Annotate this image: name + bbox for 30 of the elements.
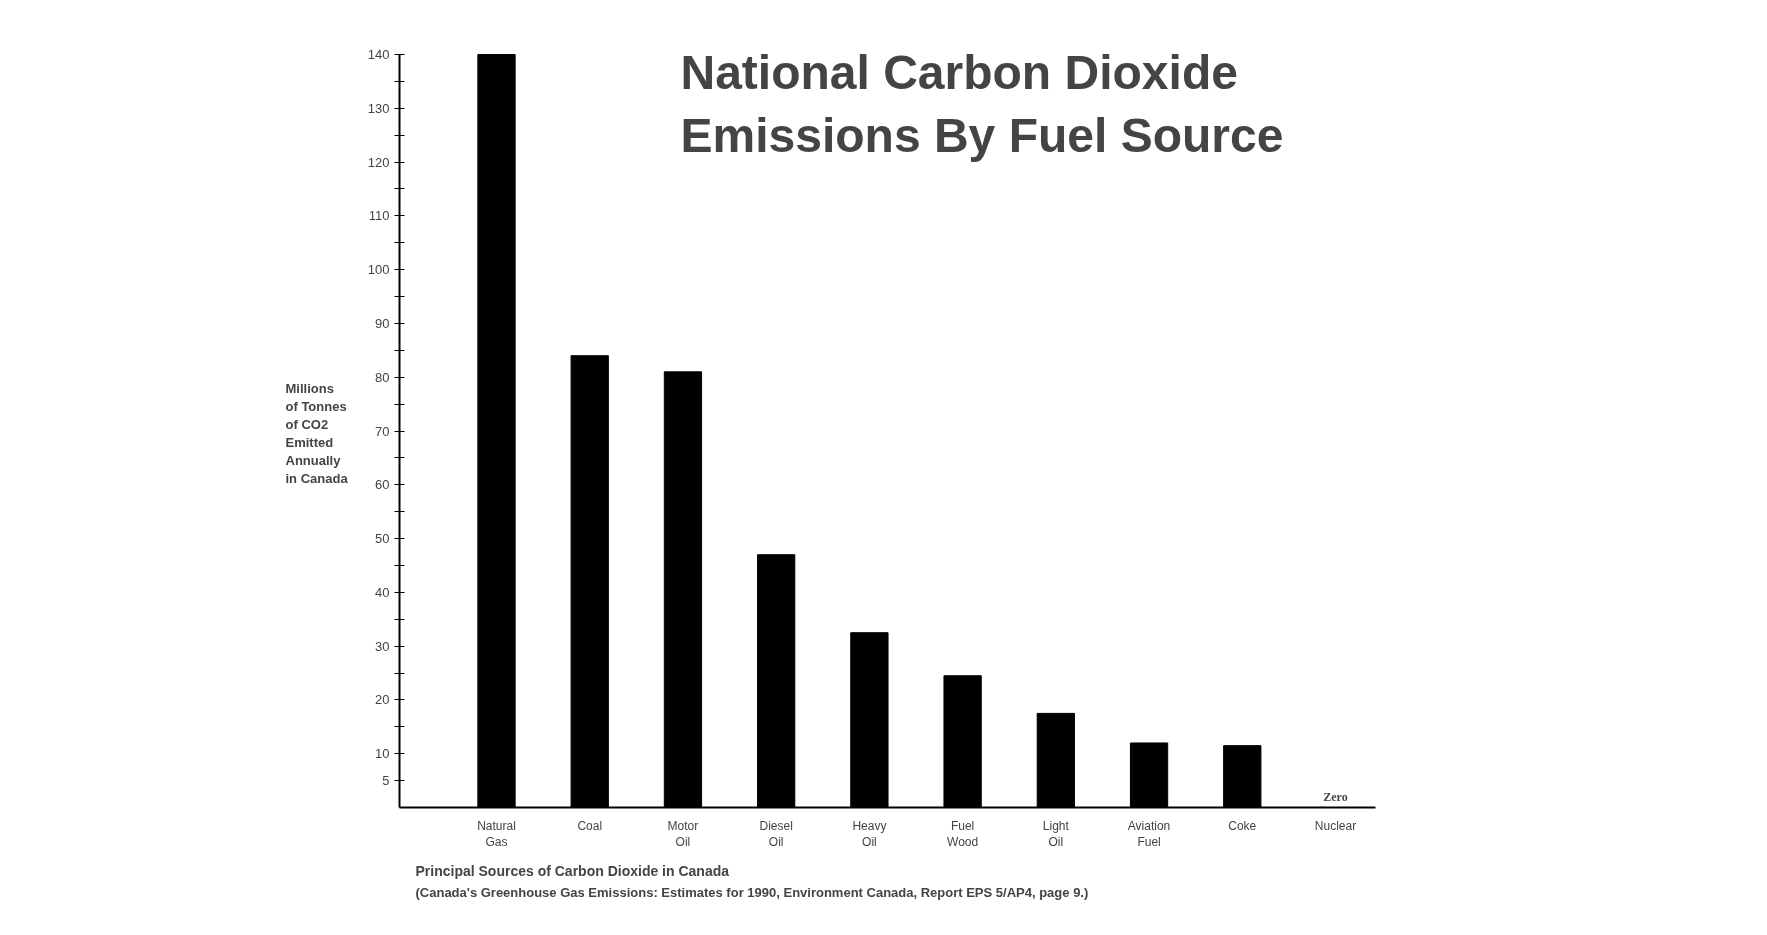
x-tick-label: Coke xyxy=(1228,818,1257,833)
y-tick-label: 130 xyxy=(367,100,390,116)
y-tick-label: 20 xyxy=(375,692,390,708)
x-tick-label: Fuel Wood xyxy=(947,818,979,850)
x-tick-label: Motor Oil xyxy=(667,818,699,850)
x-tick-label: Coal xyxy=(577,818,603,833)
y-tick-label: 90 xyxy=(375,315,390,331)
y-tick-label: 10 xyxy=(375,746,390,762)
y-tick-label: 30 xyxy=(375,638,390,654)
x-tick-label: Heavy Oil xyxy=(852,818,887,850)
y-tick-label: 100 xyxy=(367,262,390,278)
y-tick-label: 40 xyxy=(375,584,390,600)
y-tick-label: 140 xyxy=(367,47,390,62)
y-tick-label: 5 xyxy=(382,773,390,789)
text: (Canada's Greenhouse Gas Emissions: Estimates for 1990, Environment Canada, Report EPS 5/AP4, page 9.) xyxy=(415,884,1089,900)
x-tick-label: Aviation Fuel xyxy=(1127,818,1171,850)
y-axis-title: Millions of Tonnes of CO2 Emitted Annually in Canada xyxy=(285,380,349,486)
text: National Carbon Dioxide Emissions By Fuel Source xyxy=(680,45,1284,163)
x-tick-label: Light Oil xyxy=(1042,818,1070,850)
x-tick-label: Natural Gas xyxy=(477,818,516,850)
x-axis-title: Principal Sources of Carbon Dioxide in Canada xyxy=(415,862,730,879)
y-tick-label: 110 xyxy=(368,208,390,224)
y-tick-label: 50 xyxy=(375,531,390,547)
y-tick-label: 120 xyxy=(367,154,390,170)
y-tick-label: 80 xyxy=(375,369,390,385)
y-tick-label: 60 xyxy=(375,477,390,493)
x-tick-label: Diesel Oil xyxy=(759,818,793,850)
data-label: Zero xyxy=(1323,789,1348,804)
y-tick-label: 70 xyxy=(375,423,390,439)
x-tick-label: Nuclear xyxy=(1314,818,1357,833)
